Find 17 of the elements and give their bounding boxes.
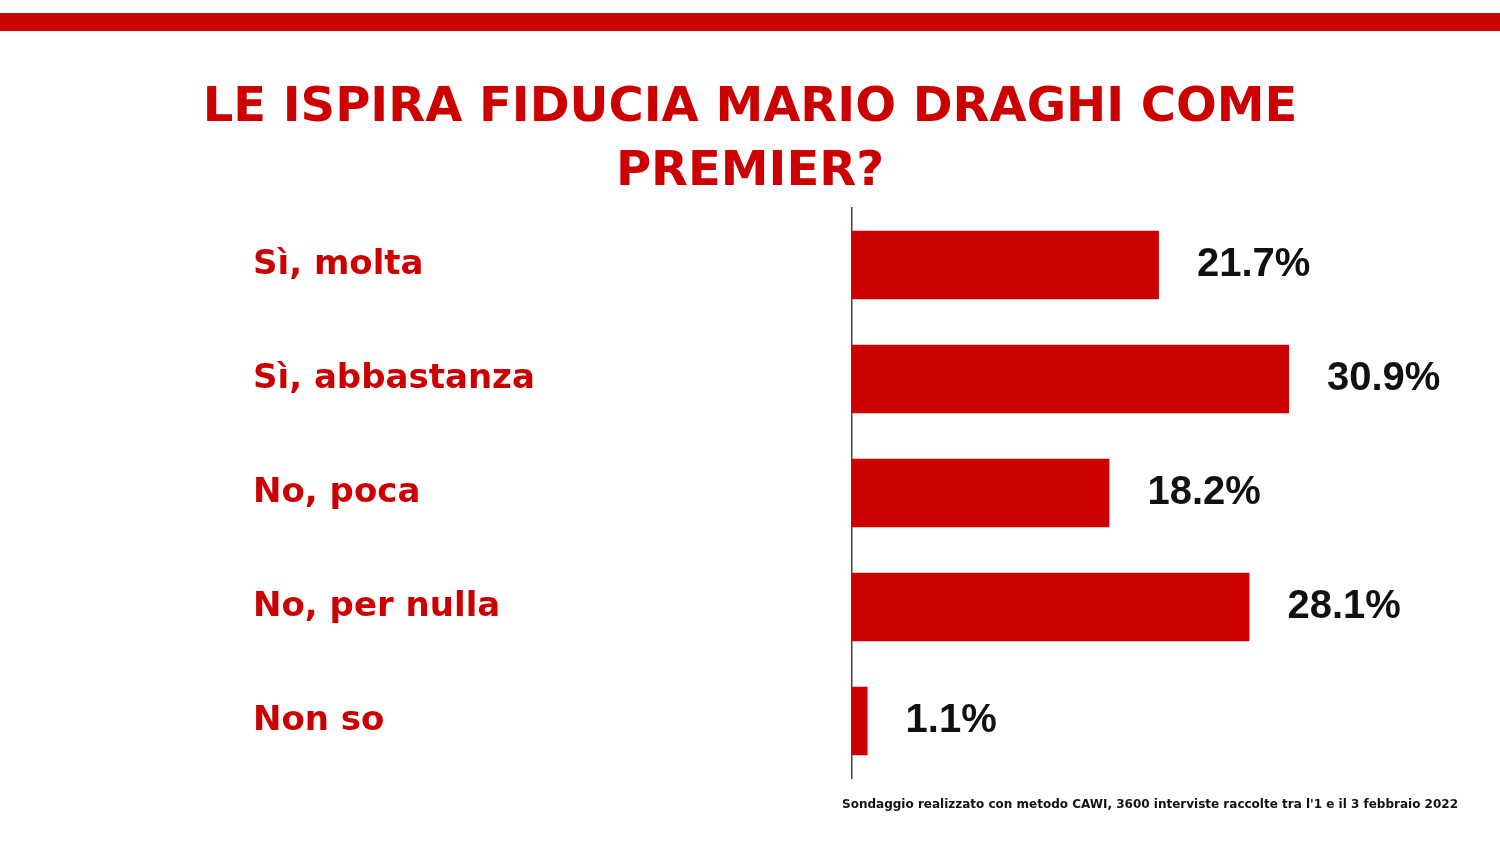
y-tick-label: Non so <box>253 697 385 738</box>
data-label: 30.9% <box>1327 354 1441 399</box>
data-label: 28.1% <box>1287 582 1401 627</box>
bar <box>852 686 868 756</box>
bar <box>852 572 1250 642</box>
data-label: 1.1% <box>905 696 997 741</box>
y-tick-label: Sì, molta <box>253 241 424 282</box>
bar <box>852 230 1159 300</box>
bar <box>852 344 1290 414</box>
data-label: 21.7% <box>1196 240 1311 285</box>
y-tick-label: Sì, abbastanza <box>253 355 535 396</box>
y-tick-label: No, poca <box>253 469 421 510</box>
text: Sondaggio realizzato con metodo CAWI, 3600 interviste raccolte tra l'1 e il 3 febbraio 2022 <box>842 797 1458 811</box>
bar <box>852 458 1110 528</box>
y-tick-label: No, per nulla <box>253 583 501 624</box>
chart-title: LE ISPIRA FIDUCIA MARIO DRAGHI COME PREMIER? <box>201 75 1299 198</box>
data-label: 18.2% <box>1147 468 1261 513</box>
